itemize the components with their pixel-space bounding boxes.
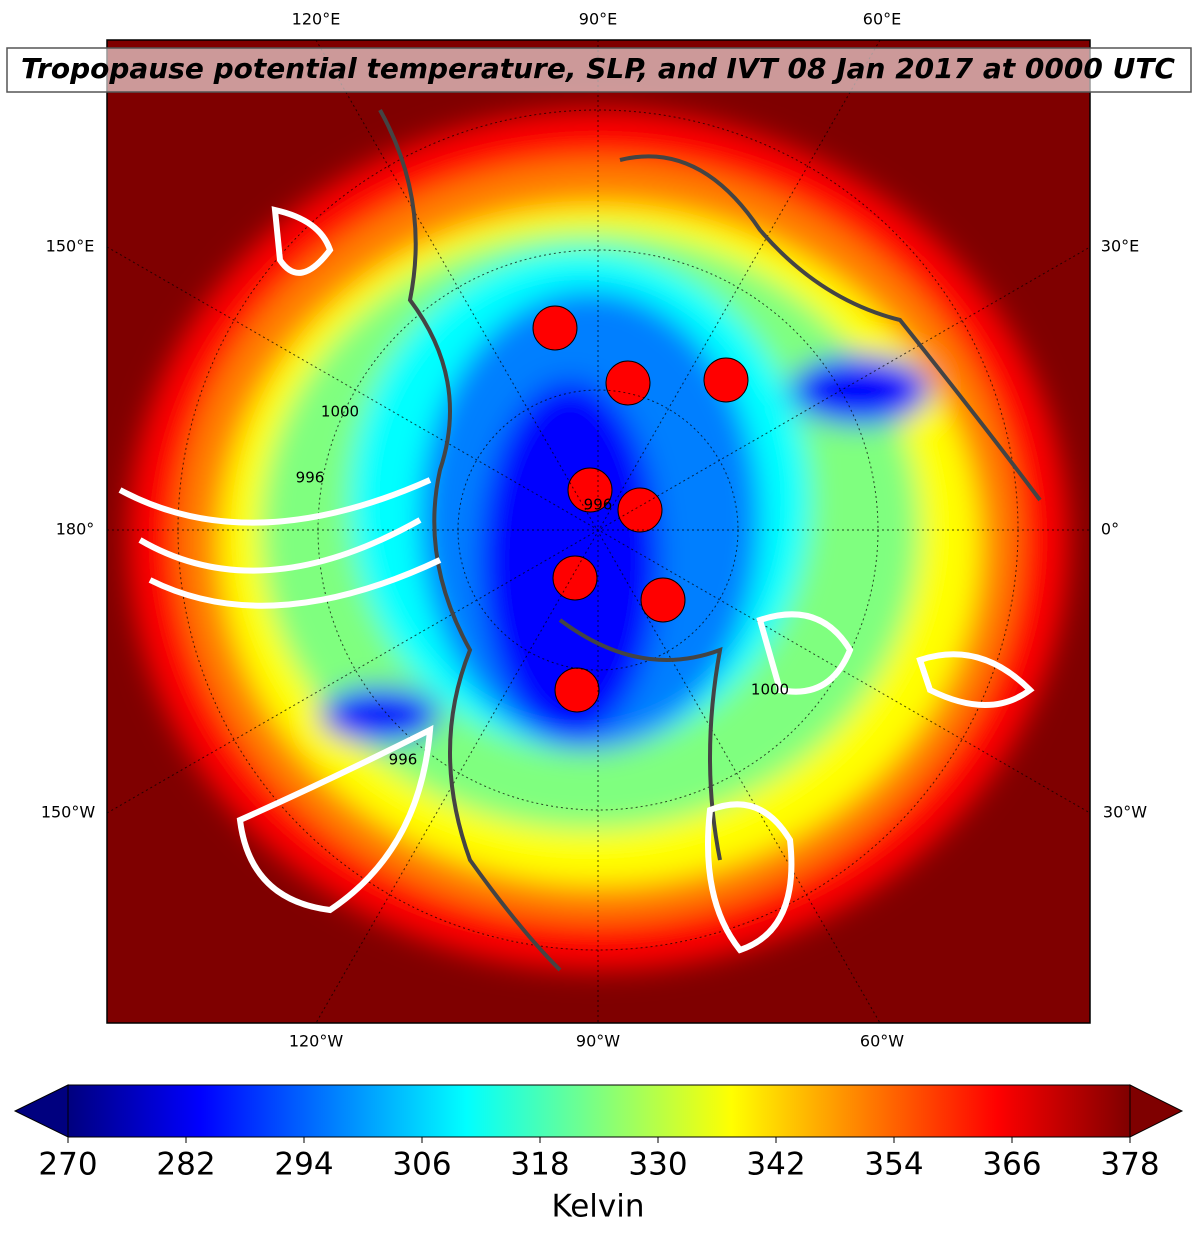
lon-label: 0° — [1101, 520, 1119, 539]
colorbar-tick-label: 294 — [274, 1147, 333, 1183]
colorbar-tick-label: 330 — [628, 1147, 687, 1183]
field-blob — [320, 687, 440, 743]
low-center — [605, 360, 651, 406]
lon-label: 150°E — [46, 237, 95, 256]
low-center — [554, 667, 600, 713]
contour-label: 996 — [389, 751, 418, 769]
title-box — [6, 47, 1192, 93]
lon-label: 120°W — [289, 1032, 344, 1051]
lon-label: 180° — [56, 520, 95, 539]
map-frame — [106, 39, 1091, 1024]
contour-label: 1000 — [751, 681, 789, 699]
colorbar-tick-label: 282 — [156, 1147, 215, 1183]
colorbar-tick-label: 366 — [982, 1147, 1041, 1183]
coastlines — [378, 109, 1042, 972]
contour-label: 996 — [584, 496, 613, 514]
lon-label: 60°W — [860, 1032, 904, 1051]
colorbar-tick-label: 270 — [38, 1147, 97, 1183]
lon-label: 90°W — [576, 1032, 620, 1051]
lon-label: 120°E — [292, 10, 341, 29]
low-center — [640, 577, 686, 623]
colorbar-tick-label: 306 — [392, 1147, 451, 1183]
lon-label: 60°E — [863, 10, 901, 29]
low-center — [703, 357, 749, 403]
ivt-contours — [118, 206, 1035, 954]
colorbar-tick-label: 378 — [1100, 1147, 1159, 1183]
low-center — [567, 467, 613, 513]
colorbar-tick-label: 342 — [746, 1147, 805, 1183]
contour-label: 996 — [296, 469, 325, 487]
lon-label: 30°E — [1101, 237, 1139, 256]
lon-label: 150°W — [41, 803, 96, 822]
colorbar-tick-label: 318 — [510, 1147, 569, 1183]
map-title: Tropopause potential temperature, SLP, a… — [21, 52, 1175, 85]
colorbar-tick-label: 354 — [864, 1147, 923, 1183]
field-blob — [790, 355, 930, 425]
graticule — [107, 40, 1090, 1023]
colorbar-label: Kelvin — [551, 1189, 644, 1225]
low-center — [617, 487, 663, 533]
low-center — [552, 555, 598, 601]
colorbar — [67, 1084, 1131, 1138]
colorbar-extend-high — [1129, 1084, 1184, 1138]
contour-label: 1000 — [321, 403, 359, 421]
lon-label: 30°W — [1103, 803, 1147, 822]
low-center — [532, 305, 578, 351]
colorbar-extend-low — [13, 1084, 69, 1138]
lon-label: 90°E — [579, 10, 617, 29]
